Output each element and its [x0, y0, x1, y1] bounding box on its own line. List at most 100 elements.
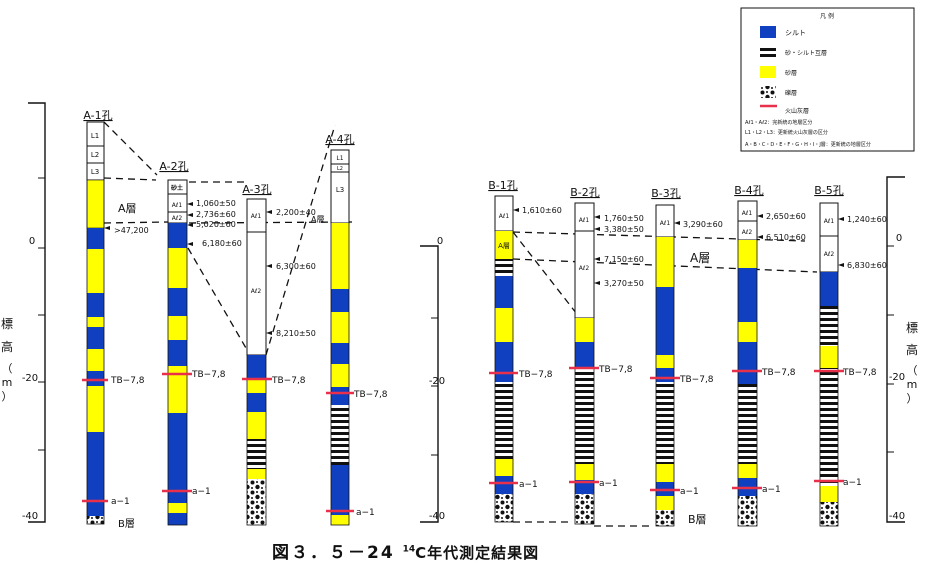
b4-age-2: 6,510±60	[766, 233, 806, 242]
a3-tb-label: TB−7,8	[271, 376, 306, 386]
correlation-lines	[103, 121, 818, 527]
a3-age-2: 6,300±60	[276, 262, 316, 271]
a1-A-layer-label: A層	[118, 202, 137, 215]
group-A-layer-label: A層	[690, 251, 710, 265]
left-tick-0: 0	[29, 236, 35, 247]
a1-a1-label: a−1	[111, 497, 130, 507]
b2-tb-label: TB−7,8	[598, 365, 633, 375]
right-tick-0: 0	[896, 233, 902, 244]
borehole-A-3: A-3孔 Aℓ1 Aℓ2 TB−7,8 2,200±40 6,300±60 8,…	[242, 183, 316, 526]
a1-unit-L3: L3	[91, 168, 99, 176]
figure-number: 図３．５－24	[272, 543, 395, 563]
b5-unit-Al1: Aℓ1	[824, 218, 835, 225]
b4-a1-label: a−1	[762, 485, 781, 495]
legend-swatch-sand	[760, 66, 776, 78]
b1-a1-label: a−1	[519, 480, 538, 490]
group-B-layer-label: B層	[688, 513, 707, 526]
b3-unit-Al1: Aℓ1	[660, 220, 671, 227]
b2-age-4: 3,270±50	[604, 279, 644, 288]
b4-age-1: 2,650±60	[766, 212, 806, 221]
middle-elevation-axis: 0 -20 -40	[420, 236, 445, 523]
svg-text:m: m	[907, 378, 918, 391]
right-axis-title: 標 高 （ m ）	[906, 321, 918, 405]
borehole-B-2: B-2孔 Aℓ1 Aℓ2 TB−7,8 a−1 1,760±50 3,380±5…	[569, 186, 644, 525]
b5-a1-label: a−1	[843, 478, 862, 488]
legend-label-silt: シルト	[785, 29, 806, 37]
a2-unit-Al1: Aℓ1	[172, 202, 183, 209]
a4-unit-L3: L3	[336, 186, 344, 194]
svg-text:）: ）	[907, 392, 918, 405]
right-tick-minus40: -40	[889, 511, 905, 522]
a4-unit-L1: L1	[336, 155, 343, 162]
borehole-label-A-2: A-2孔	[159, 160, 188, 173]
legend-swatch-sand-silt	[760, 46, 776, 58]
left-axis-title: 標 高 （ m ）	[1, 317, 13, 403]
b1-A-layer-label: A層	[498, 242, 510, 250]
a3-unit-Al2: Aℓ2	[251, 288, 262, 295]
borehole-label-A-4: A-4孔	[325, 133, 354, 146]
a3-age-1: 2,200±40	[276, 208, 316, 217]
a2-unit-Al2: Aℓ2	[172, 215, 183, 222]
legend-label-gravel: 礫層	[785, 89, 797, 97]
svg-text:標: 標	[906, 321, 918, 335]
borehole-label-B-2: B-2孔	[570, 186, 600, 199]
b5-unit-Al2: Aℓ2	[824, 251, 835, 258]
borehole-A-1: A-1孔 L1 L2 L3 TB−7,8 a−1 A層 B層 >47,200	[82, 109, 149, 530]
b1-unit-Al1: Aℓ1	[499, 213, 510, 220]
b4-unit-Al1: Aℓ1	[742, 210, 753, 217]
borehole-label-A-1: A-1孔	[83, 109, 112, 122]
a4-a1-label: a−1	[356, 508, 375, 518]
figure-caption: 図３．５－24 14C年代測定結果図	[272, 538, 539, 563]
b1-tb-label: TB−7,8	[518, 370, 553, 380]
left-tick-minus40: -40	[22, 511, 38, 522]
a1-age-1: >47,200	[114, 226, 149, 235]
left-elevation-axis: 0 -20 -40 標 高 （ m ）	[1, 102, 46, 523]
a4-A-layer-label: A層	[311, 215, 324, 224]
legend-note-3: A・B・C・D・E・F・G・H・I・J層：更新統の地層区分	[745, 141, 871, 148]
b4-tb-label: TB−7,8	[761, 368, 796, 378]
borehole-A-4: A-4孔 L1 L2 L3 TB−7,8 a−1 A層	[311, 133, 388, 526]
borehole-label-B-4: B-4孔	[734, 184, 764, 197]
legend-box: 凡 例 シルト 砂・シルト互層 砂層 礫層 火山灰層 Aℓ1・Aℓ2：完新統の地…	[740, 7, 915, 152]
borehole-A-2: A-2孔 砂土 Aℓ1 Aℓ2 TB−7,8 a−1 1,060±50 2,73…	[159, 160, 242, 526]
a4-tb-label: TB−7,8	[353, 390, 388, 400]
b5-age-2: 6,830±60	[847, 261, 887, 270]
b3-a1-label: a−1	[680, 487, 699, 497]
borehole-B-4: B-4孔 Aℓ1 Aℓ2 TB−7,8 a−1 2,650±60 6,510±6…	[732, 184, 806, 527]
a2-age-2: 2,736±60	[196, 210, 236, 219]
a2-unit-kanji: 砂土	[170, 184, 183, 192]
borehole-B-1: B-1孔 Aℓ1 A層 TB−7,8 a−1 1,610±60	[488, 179, 562, 523]
a1-unit-L1: L1	[91, 132, 99, 140]
a2-age-4: 6,180±60	[202, 239, 242, 248]
caption-superscript: 14	[402, 544, 416, 555]
svg-text:m: m	[2, 376, 13, 389]
b3-tb-label: TB−7,8	[679, 375, 714, 385]
a1-tb-label: TB−7,8	[110, 376, 145, 386]
b2-age-2: 3,380±50	[604, 225, 644, 234]
borehole-B-3: B-3孔 Aℓ1 TB−7,8 a−1 3,290±60	[650, 187, 723, 527]
a2-a1-label: a−1	[192, 487, 211, 497]
borehole-label-A-3: A-3孔	[242, 183, 271, 196]
a3-unit-Al1: Aℓ1	[251, 213, 262, 220]
b4-unit-Al2: Aℓ2	[742, 229, 753, 236]
legend-swatch-gravel	[760, 86, 776, 98]
b2-a1-label: a−1	[599, 479, 618, 489]
a1-unit-L2: L2	[91, 151, 99, 159]
svg-text:標: 標	[1, 317, 13, 331]
b2-age-3: 7,150±60	[604, 255, 644, 264]
mid-tick-minus20: -20	[429, 376, 445, 387]
mid-tick-0: 0	[437, 236, 443, 247]
borehole-B-5: B-5孔 Aℓ1 Aℓ2 TB−7,8 a−1 1,240±60 6,830±6…	[814, 184, 887, 527]
legend-swatch-silt	[760, 26, 776, 38]
a2-age-3: 5,020±60	[196, 220, 236, 229]
b2-unit-Al1: Aℓ1	[579, 217, 590, 224]
right-elevation-axis: 0 -20 -40 標 高 （ m ）	[886, 176, 918, 523]
b5-age-1: 1,240±60	[847, 215, 887, 224]
borehole-label-B-1: B-1孔	[488, 179, 518, 192]
b2-age-1: 1,760±50	[604, 214, 644, 223]
a2-tb-label: TB−7,8	[191, 370, 226, 380]
b2-unit-Al2: Aℓ2	[579, 265, 590, 272]
borehole-label-B-3: B-3孔	[651, 187, 681, 200]
svg-text:）: ）	[2, 390, 13, 403]
